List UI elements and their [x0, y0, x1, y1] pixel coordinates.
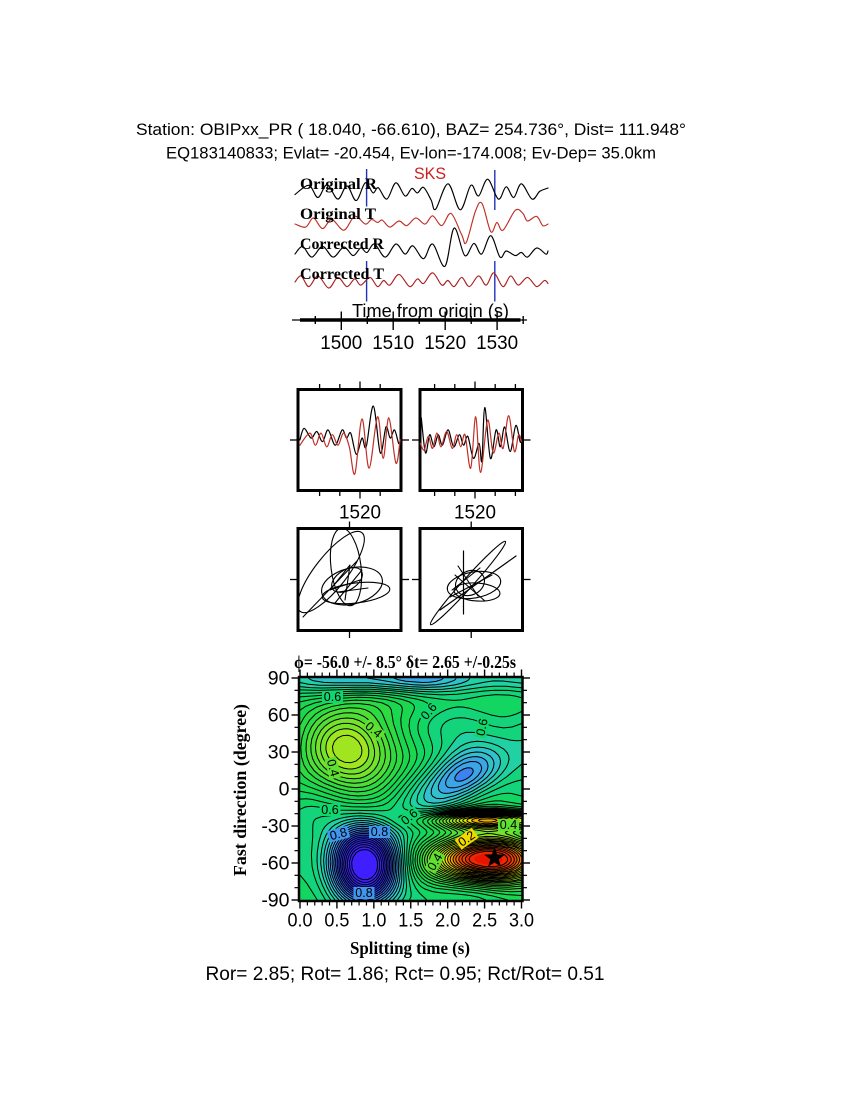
svg-text:0.6: 0.6 — [324, 690, 341, 704]
svg-text:60: 60 — [268, 705, 290, 727]
svg-text:Corrected R: Corrected R — [300, 236, 384, 253]
svg-text:Station: OBIPxx_PR ( 18.040,: Station: OBIPxx_PR ( 18.040, -66.610), B… — [136, 120, 686, 139]
svg-text:3.0: 3.0 — [509, 910, 534, 932]
svg-text:0.0: 0.0 — [288, 910, 313, 932]
svg-text:Time from origin (s): Time from origin (s) — [352, 301, 509, 321]
svg-text:0.8: 0.8 — [328, 825, 348, 843]
svg-text:SKS: SKS — [414, 165, 446, 183]
svg-text:1500: 1500 — [320, 332, 362, 354]
svg-text:Ror= 2.85; Rot= 1.86; Rct= 0.9: Ror= 2.85; Rot= 1.86; Rct= 0.95; Rct/Rot… — [206, 963, 605, 985]
svg-text:Original R: Original R — [300, 176, 377, 193]
svg-text:1530: 1530 — [476, 332, 518, 354]
svg-text:-90: -90 — [261, 890, 289, 912]
svg-text:1510: 1510 — [372, 332, 414, 354]
svg-text:0.8: 0.8 — [355, 886, 372, 900]
svg-text:1.5: 1.5 — [398, 910, 423, 932]
svg-text:Corrected T: Corrected T — [300, 266, 384, 283]
svg-text:Original T: Original T — [300, 206, 376, 223]
svg-text:1.0: 1.0 — [361, 910, 386, 932]
svg-text:30: 30 — [268, 742, 290, 764]
svg-text:90: 90 — [268, 668, 290, 690]
svg-text:0.5: 0.5 — [324, 910, 349, 932]
svg-text:1520: 1520 — [454, 502, 496, 524]
svg-text:Fast direction (degree): Fast direction (degree) — [230, 704, 251, 876]
svg-text:1520: 1520 — [339, 502, 381, 524]
svg-text:0.4: 0.4 — [500, 818, 517, 832]
svg-text:0.6: 0.6 — [473, 717, 490, 737]
svg-text:0.8: 0.8 — [371, 825, 388, 839]
svg-text:-30: -30 — [261, 816, 289, 838]
svg-text:ϕ= -56.0 +/- 8.5° δt= 2.65 +/-: ϕ= -56.0 +/- 8.5° δt= 2.65 +/-0.25s — [294, 652, 516, 672]
svg-text:0: 0 — [279, 779, 290, 801]
svg-text:EQ183140833; Evlat= -20.454, E: EQ183140833; Evlat= -20.454, Ev-lon=-174… — [166, 144, 656, 163]
svg-text:-60: -60 — [261, 853, 289, 875]
svg-text:Splitting time (s): Splitting time (s) — [350, 938, 470, 958]
svg-text:2.5: 2.5 — [472, 910, 497, 932]
svg-text:0.4: 0.4 — [324, 758, 342, 778]
svg-text:0.6: 0.6 — [321, 803, 338, 817]
svg-text:1520: 1520 — [424, 332, 466, 354]
svg-text:2.0: 2.0 — [435, 910, 460, 932]
